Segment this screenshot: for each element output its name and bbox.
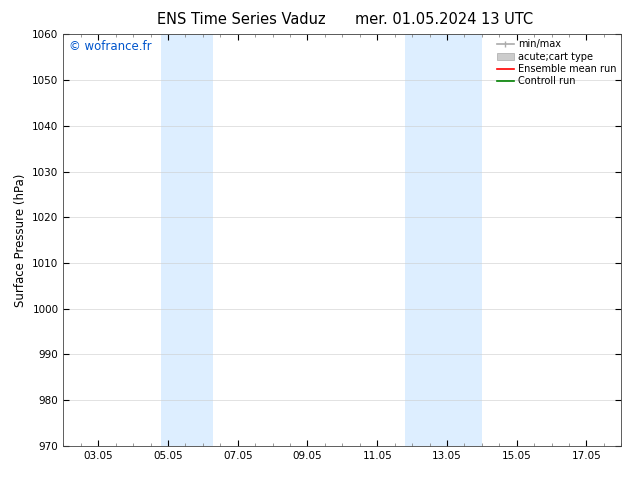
Text: © wofrance.fr: © wofrance.fr (69, 41, 152, 53)
Bar (161, 34, 213, 446)
Y-axis label: Surface Pressure (hPa): Surface Pressure (hPa) (14, 173, 27, 307)
Text: ENS Time Series Vaduz: ENS Time Series Vaduz (157, 12, 325, 27)
Text: mer. 01.05.2024 13 UTC: mer. 01.05.2024 13 UTC (355, 12, 533, 27)
Bar (405, 34, 482, 446)
Legend: min/max, acute;cart type, Ensemble mean run, Controll run: min/max, acute;cart type, Ensemble mean … (495, 37, 618, 88)
